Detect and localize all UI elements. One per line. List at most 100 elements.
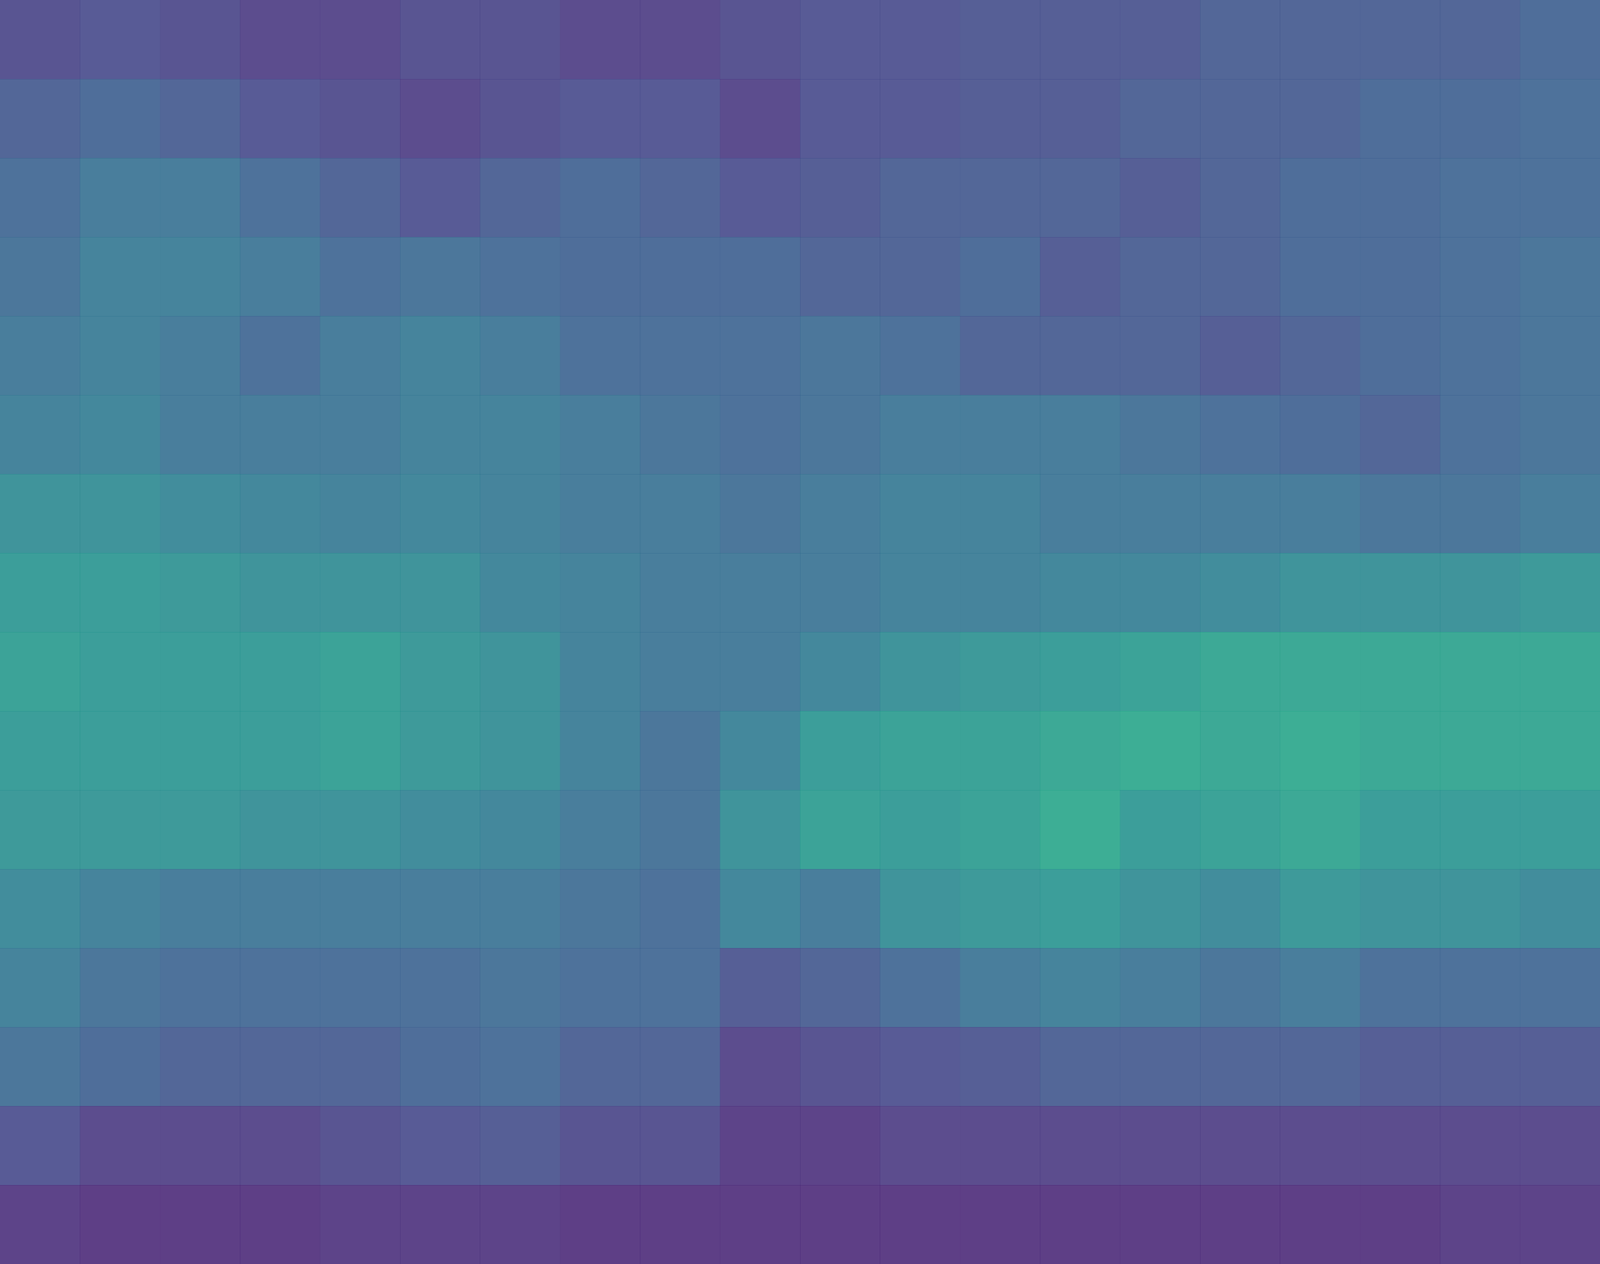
cell [0, 1106, 81, 1186]
cell [800, 869, 881, 949]
cell [559, 1027, 641, 1107]
cell [159, 158, 241, 238]
cell [1519, 1027, 1600, 1107]
cell [880, 948, 961, 1028]
cell [1280, 1027, 1361, 1107]
cell [1200, 79, 1281, 159]
cell [880, 316, 961, 396]
cell [1440, 711, 1521, 791]
cell [880, 1185, 961, 1264]
cell [159, 1185, 241, 1264]
cell [719, 79, 800, 159]
cell [80, 395, 161, 475]
cell [80, 1027, 161, 1107]
cell [1200, 1106, 1281, 1186]
cell [1519, 474, 1600, 554]
cell [80, 1106, 161, 1186]
cell [159, 395, 241, 475]
cell [1119, 632, 1200, 712]
cell [240, 869, 321, 949]
cell [719, 474, 800, 554]
cell [1359, 948, 1441, 1028]
cell [0, 474, 81, 554]
cell [159, 790, 241, 870]
cell [159, 474, 241, 554]
cell [1440, 1027, 1521, 1107]
cell [319, 790, 400, 870]
cell [400, 395, 481, 475]
cell [559, 553, 641, 633]
cell [1040, 237, 1121, 317]
cell [800, 0, 881, 80]
cell [959, 316, 1041, 396]
cell [319, 948, 400, 1028]
cell [640, 79, 721, 159]
cell [1280, 395, 1361, 475]
cell [559, 158, 641, 238]
cell [1280, 158, 1361, 238]
cell [1119, 553, 1200, 633]
cell [400, 237, 481, 317]
cell [240, 0, 321, 80]
cell [719, 632, 800, 712]
cell [1200, 316, 1281, 396]
cell [1359, 316, 1441, 396]
cell [319, 553, 400, 633]
cell [0, 1185, 81, 1264]
cell [1519, 553, 1600, 633]
cell [1200, 1185, 1281, 1264]
cell [0, 948, 81, 1028]
cell [0, 632, 81, 712]
cell [559, 474, 641, 554]
cell [1280, 869, 1361, 949]
cell [1519, 316, 1600, 396]
cell [1040, 632, 1121, 712]
cell [480, 632, 561, 712]
cell [0, 0, 81, 80]
cell [1119, 790, 1200, 870]
cell [880, 790, 961, 870]
cell [959, 553, 1041, 633]
cell [159, 237, 241, 317]
cell [480, 1185, 561, 1264]
cell [1040, 474, 1121, 554]
cell [1119, 1106, 1200, 1186]
cell [800, 1185, 881, 1264]
cell [159, 948, 241, 1028]
cell [1519, 869, 1600, 949]
cell [240, 711, 321, 791]
cell [1280, 948, 1361, 1028]
cell [319, 1027, 400, 1107]
cell [640, 316, 721, 396]
cell [800, 158, 881, 238]
cell [1119, 474, 1200, 554]
cell [640, 395, 721, 475]
cell [880, 158, 961, 238]
cell [559, 0, 641, 80]
cell [1280, 711, 1361, 791]
cell [1280, 474, 1361, 554]
cell [959, 1027, 1041, 1107]
cell [1440, 316, 1521, 396]
cell [1040, 395, 1121, 475]
cell [1119, 79, 1200, 159]
cell [0, 869, 81, 949]
cell [1359, 553, 1441, 633]
cell [800, 474, 881, 554]
cell [480, 395, 561, 475]
cell [159, 1106, 241, 1186]
cell [559, 869, 641, 949]
cell [240, 474, 321, 554]
cell [880, 237, 961, 317]
cell [319, 711, 400, 791]
cell [480, 948, 561, 1028]
cell [1119, 869, 1200, 949]
cell [1359, 395, 1441, 475]
cell [480, 790, 561, 870]
cell [719, 948, 800, 1028]
cell [719, 553, 800, 633]
cell [240, 237, 321, 317]
cell [240, 1185, 321, 1264]
cell [240, 158, 321, 238]
cell [0, 395, 81, 475]
